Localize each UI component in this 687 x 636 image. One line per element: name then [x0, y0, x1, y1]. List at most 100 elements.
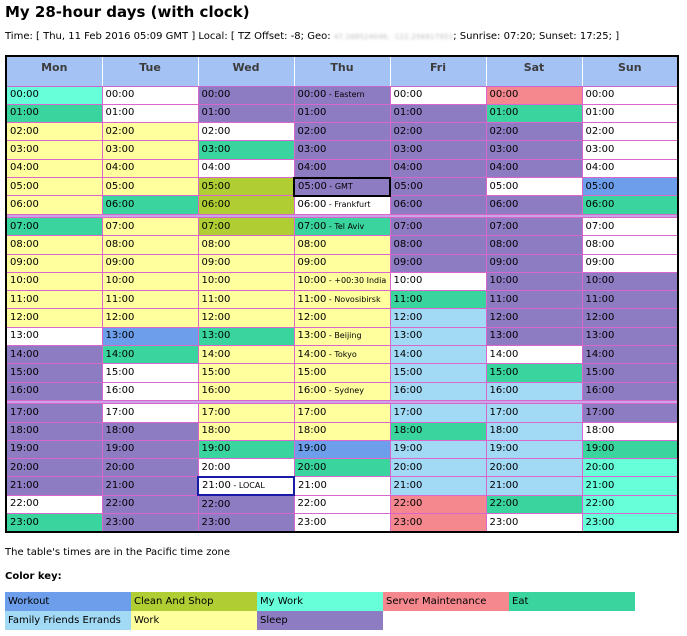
- cell-time: 13:00: [585, 330, 615, 342]
- cell-time: 01:00: [105, 107, 135, 119]
- cell-time: 16:00: [585, 385, 615, 397]
- schedule-cell: 03:00: [197, 140, 295, 160]
- cell-time: 04:00: [105, 162, 135, 174]
- schedule-cell: 04:00: [389, 158, 487, 179]
- schedule-cell: 20:00: [581, 458, 679, 478]
- schedule-cell: 04:00: [101, 158, 199, 179]
- schedule-cell: 03:00: [5, 140, 103, 160]
- cell-time: 21:00: [105, 480, 135, 492]
- schedule-cell: 04:00: [581, 158, 679, 179]
- cell-time: 14:00: [201, 348, 231, 360]
- schedule-cell: 16:00 - Sydney: [293, 381, 391, 402]
- cell-city-label: Novosibirsk: [334, 294, 381, 304]
- schedule-cell: 06:00: [581, 195, 679, 215]
- schedule-cell: 15:00: [5, 363, 103, 383]
- cell-time: 13:00: [393, 330, 423, 342]
- schedule-cell: 18:00: [101, 421, 199, 441]
- local-time-highlight-cell: 21:00 - LOCAL: [197, 475, 295, 497]
- schedule-cell: 00:00 - Eastern: [293, 85, 391, 105]
- cell-time: 05:00: [105, 180, 135, 192]
- color-key-clean: Clean And Shop: [131, 592, 257, 611]
- schedule-cell: 12:00: [197, 308, 295, 328]
- cell-time: 17:00: [489, 406, 519, 418]
- cell-time: 20:00: [585, 461, 615, 473]
- schedule-cell: 18:00: [485, 421, 583, 441]
- color-key-title: Color key:: [5, 571, 62, 582]
- cell-time: 12:00: [489, 312, 519, 324]
- cell-city-label: Eastern: [334, 90, 365, 100]
- cell-time: 12:00: [10, 312, 39, 324]
- cell-time: 05:00: [298, 180, 327, 192]
- schedule-cell: 01:00: [581, 103, 679, 124]
- schedule-cell: 02:00: [5, 122, 103, 142]
- cell-time: 12:00: [393, 312, 423, 324]
- schedule-cell: 17:00: [293, 403, 391, 423]
- schedule-cell: 04:00: [485, 158, 583, 179]
- cell-time: 04:00: [585, 162, 615, 174]
- cell-time: 15:00: [105, 367, 135, 379]
- schedule-cell: 22:00: [581, 494, 679, 515]
- cell-time: 18:00: [585, 425, 615, 437]
- cell-time: 08:00: [585, 238, 615, 250]
- section-divider: [6, 400, 678, 404]
- cell-time: 19:00: [297, 443, 327, 455]
- color-key-workout: Workout: [5, 592, 131, 611]
- schedule-cell: 10:00: [5, 271, 103, 292]
- cell-time: 03:00: [297, 144, 327, 156]
- cell-time: 22:00: [297, 498, 327, 510]
- cell-time: 09:00: [201, 257, 231, 269]
- schedule-cell: 05:00: [101, 177, 199, 197]
- schedule-cell: 20:00: [5, 458, 103, 478]
- schedule-cell: 00:00: [581, 85, 679, 105]
- cell-time: 16:00: [393, 385, 423, 397]
- schedule-cell: 20:00: [197, 458, 295, 478]
- color-key-mywork: My Work: [257, 592, 383, 611]
- schedule-cell: 14:00: [485, 345, 583, 365]
- cell-time: 11:00: [201, 293, 231, 305]
- schedule-cell: 11:00 - Novosibirsk: [293, 290, 391, 310]
- schedule-cell: 10:00: [101, 271, 199, 292]
- cell-time: 21:00: [393, 480, 423, 492]
- section-divider: [6, 214, 678, 218]
- cell-time: 15:00: [585, 367, 615, 379]
- schedule-cell: 13:00: [197, 326, 295, 347]
- day-header-sun: Sun: [581, 56, 679, 87]
- cell-time: 22:00: [10, 498, 39, 510]
- schedule-cell: 23:00: [485, 513, 583, 533]
- cell-time: 17:00: [585, 406, 615, 418]
- schedule-cell: 21:00: [101, 476, 199, 496]
- cell-time: 06:00: [585, 199, 615, 211]
- cell-time: 00:00: [10, 89, 39, 101]
- cell-time: 17:00: [201, 406, 231, 418]
- color-key-eat: Eat: [509, 592, 635, 611]
- cell-time: 14:00: [10, 348, 39, 360]
- cell-time: 08:00: [201, 238, 231, 250]
- cell-time: 21:00: [10, 480, 39, 492]
- color-key-sleep: Sleep: [257, 611, 383, 630]
- cell-time: 16:00: [297, 385, 327, 397]
- schedule-cell: 00:00: [389, 85, 487, 105]
- cell-city-label: GMT: [334, 181, 353, 191]
- schedule-cell: 20:00: [389, 458, 487, 478]
- schedule-cell: 12:00: [293, 308, 391, 328]
- schedule-cell: 09:00: [5, 253, 103, 273]
- cell-time: 02:00: [585, 125, 615, 137]
- schedule-cell: 18:00: [197, 421, 295, 441]
- cell-time: 07:00: [201, 220, 231, 232]
- hour-row: 00:00 00:00 00:00 00:00 - Eastern 00:00 00:00…: [5, 85, 679, 105]
- cell-separator: -: [326, 276, 335, 286]
- cell-time: 22:00: [585, 498, 615, 510]
- cell-time: 05:00: [10, 180, 39, 192]
- schedule-cell: 19:00: [5, 439, 103, 460]
- schedule-cell: 08:00: [5, 235, 103, 255]
- cell-time: 00:00: [489, 89, 519, 101]
- schedule-cell: 22:00: [101, 494, 199, 515]
- time-status-line: Time: [ Thu, 11 Feb 2016 05:09 GMT ] Loc…: [5, 30, 619, 44]
- schedule-cell: 13:00: [485, 326, 583, 347]
- day-header-mon: Mon: [5, 56, 103, 87]
- cell-time: 02:00: [297, 125, 327, 137]
- cell-time: 02:00: [10, 125, 39, 137]
- schedule-cell: 09:00: [389, 253, 487, 273]
- cell-time: 06:00: [201, 199, 231, 211]
- schedule-cell: 22:00: [5, 494, 103, 515]
